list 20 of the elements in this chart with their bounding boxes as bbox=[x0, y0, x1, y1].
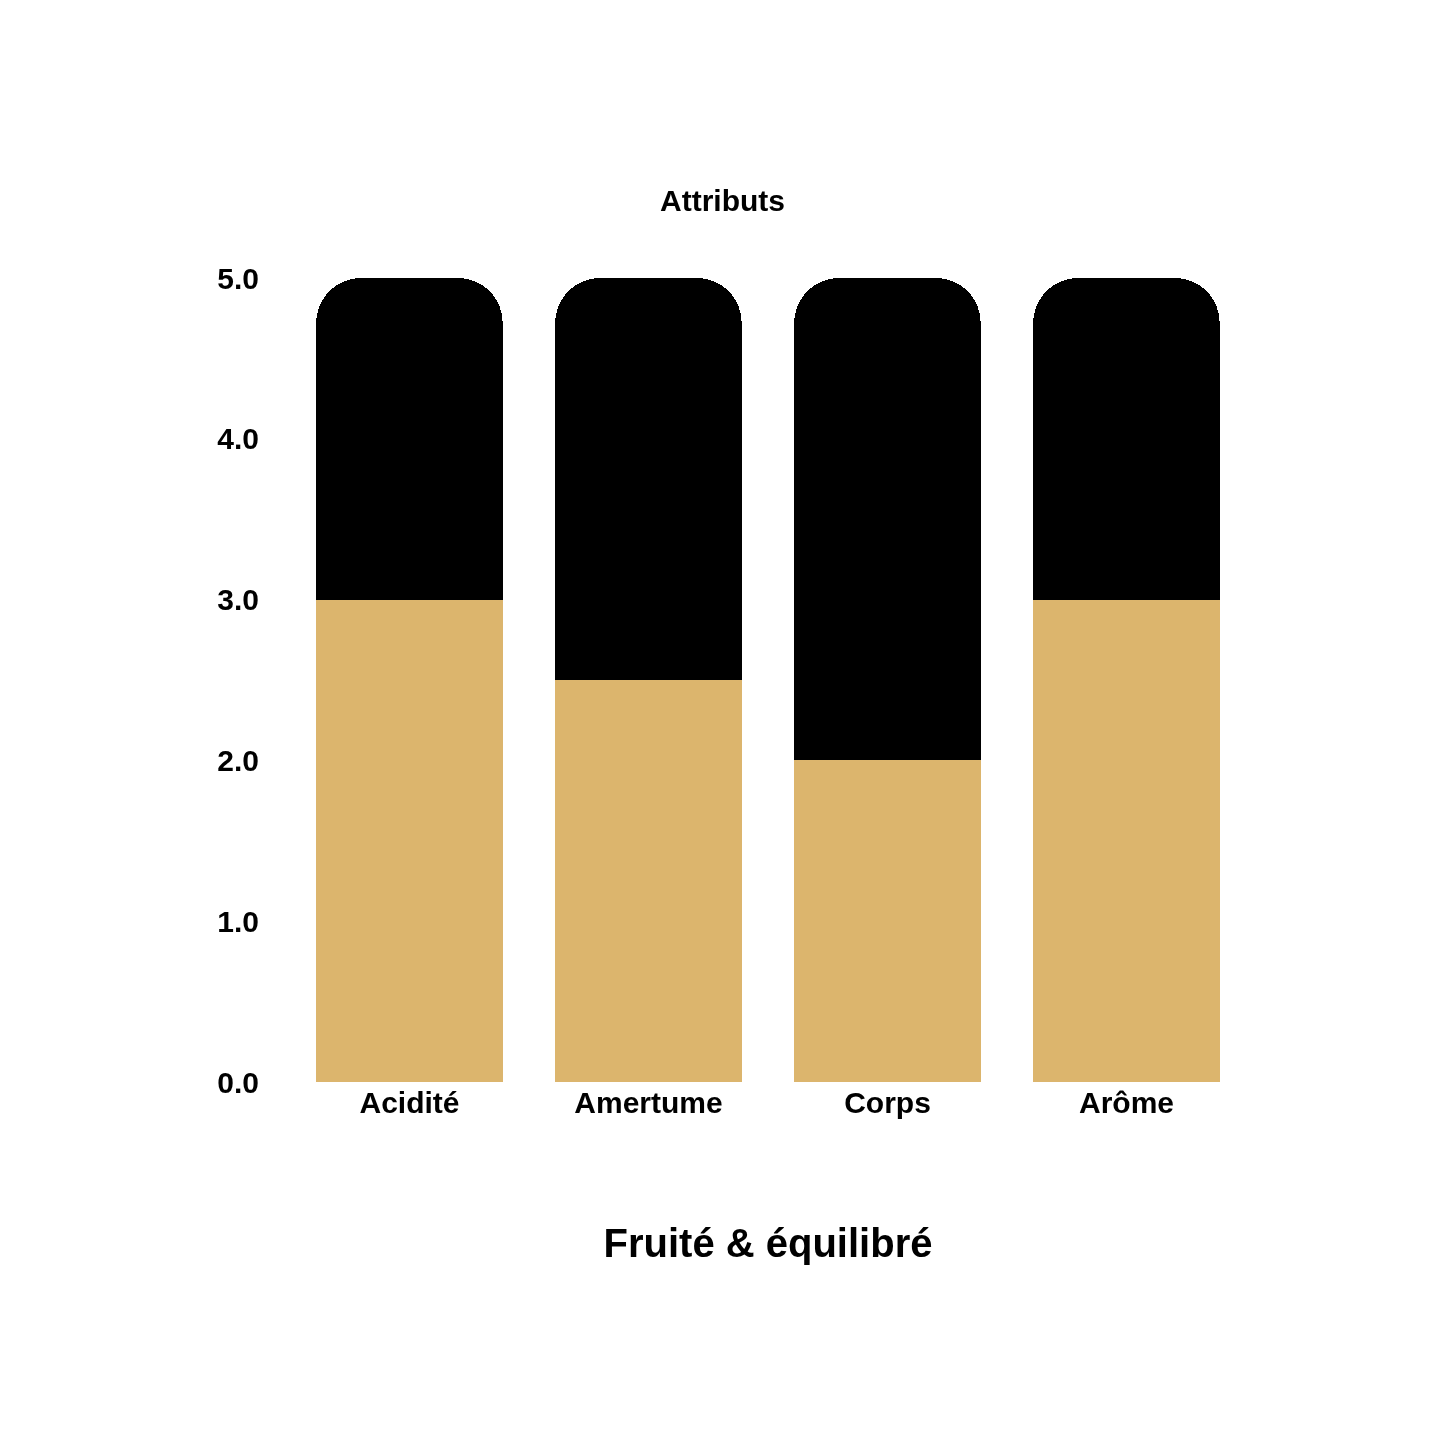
y-tick-label: 5.0 bbox=[217, 261, 259, 295]
bar bbox=[1033, 599, 1220, 1082]
y-tick-label: 3.0 bbox=[217, 583, 259, 617]
bar bbox=[1033, 278, 1220, 600]
bar bbox=[316, 278, 503, 600]
x-tick-label: Acidité bbox=[359, 1086, 460, 1119]
y-tick-label: 4.0 bbox=[217, 422, 259, 456]
bar bbox=[316, 599, 503, 1082]
x-tick-label: Corps bbox=[844, 1086, 931, 1119]
x-axis-title: Fruité & équilibré bbox=[603, 1220, 933, 1265]
bar bbox=[794, 760, 981, 1082]
bar bbox=[555, 278, 742, 680]
y-tick-label: 2.0 bbox=[217, 743, 259, 777]
chart-title: Attributs bbox=[660, 183, 785, 217]
bar bbox=[794, 278, 981, 761]
y-tick-label: 0.0 bbox=[217, 1065, 259, 1099]
x-tick-label: Arôme bbox=[1078, 1086, 1175, 1119]
x-tick-label: Amertume bbox=[574, 1086, 723, 1119]
y-tick-label: 1.0 bbox=[217, 904, 259, 938]
bar bbox=[555, 680, 742, 1082]
